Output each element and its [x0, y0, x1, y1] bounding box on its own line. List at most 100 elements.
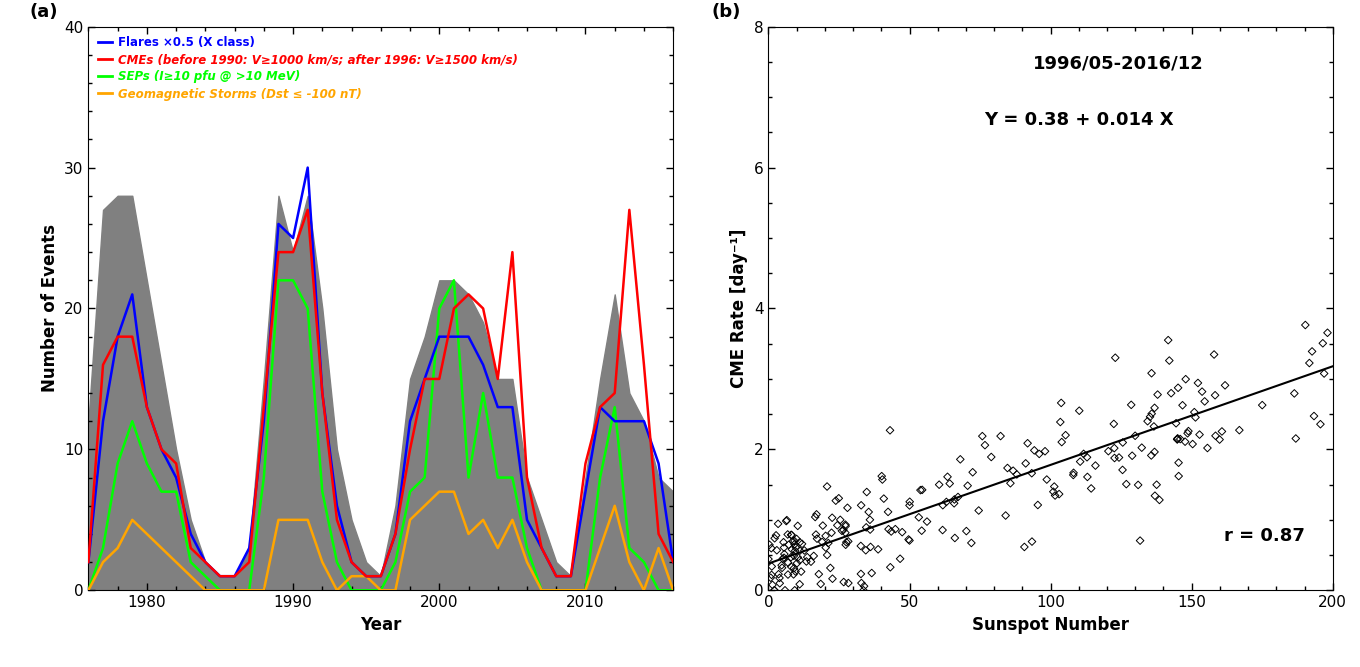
- Y-axis label: CME Rate [day⁻¹]: CME Rate [day⁻¹]: [730, 229, 748, 388]
- Point: [938, 478, 960, 489]
- Point: [759, 540, 781, 550]
- Text: (b): (b): [713, 3, 741, 21]
- Point: [1002, 466, 1024, 476]
- Point: [1013, 542, 1035, 552]
- Point: [781, 530, 802, 540]
- Point: [1228, 425, 1250, 436]
- Point: [1141, 450, 1163, 461]
- Point: [960, 538, 982, 548]
- Point: [760, 570, 782, 580]
- Point: [860, 524, 881, 535]
- Point: [1194, 396, 1216, 407]
- Point: [1141, 368, 1163, 379]
- Point: [793, 545, 815, 556]
- Point: [764, 533, 786, 544]
- Point: [1144, 402, 1166, 413]
- Point: [1129, 536, 1151, 546]
- Point: [775, 516, 797, 526]
- Point: [1112, 437, 1134, 448]
- Point: [1312, 338, 1334, 349]
- Point: [1284, 388, 1306, 399]
- Point: [816, 550, 838, 560]
- Point: [835, 520, 857, 530]
- Point: [1142, 421, 1164, 432]
- Point: [768, 578, 790, 588]
- Point: [1098, 446, 1119, 456]
- Point: [789, 579, 811, 590]
- Point: [936, 497, 957, 508]
- Point: [1167, 434, 1189, 445]
- Point: [767, 518, 789, 529]
- Point: [884, 524, 906, 534]
- Point: [1167, 433, 1189, 444]
- Point: [1137, 416, 1159, 426]
- Point: [1115, 479, 1137, 490]
- Point: [812, 537, 834, 548]
- Point: [777, 558, 798, 568]
- Point: [786, 534, 808, 544]
- Point: [1049, 489, 1070, 500]
- Point: [1111, 465, 1133, 476]
- Point: [838, 578, 860, 588]
- Point: [826, 496, 847, 506]
- Point: [804, 512, 826, 522]
- Point: [809, 579, 831, 590]
- Point: [1121, 400, 1142, 410]
- Point: [800, 556, 821, 567]
- Point: [1197, 443, 1219, 454]
- Point: [832, 577, 854, 588]
- Point: [817, 538, 839, 548]
- Point: [786, 558, 808, 568]
- Point: [763, 585, 785, 596]
- Point: [1069, 456, 1091, 467]
- Point: [850, 568, 872, 579]
- Point: [821, 512, 843, 523]
- Point: [1077, 472, 1099, 482]
- Point: [872, 474, 894, 485]
- Point: [917, 516, 938, 527]
- Point: [962, 467, 983, 478]
- X-axis label: Sunspot Number: Sunspot Number: [972, 616, 1129, 634]
- Point: [812, 520, 834, 531]
- Point: [781, 530, 802, 540]
- Point: [850, 500, 872, 511]
- Point: [783, 539, 805, 550]
- Point: [860, 542, 881, 552]
- Point: [1103, 443, 1125, 454]
- Point: [772, 552, 794, 563]
- Point: [1062, 470, 1084, 480]
- Point: [870, 471, 892, 482]
- Point: [1015, 458, 1036, 469]
- Point: [832, 525, 854, 536]
- Point: [974, 440, 996, 450]
- Point: [968, 505, 990, 516]
- Point: [1027, 500, 1049, 510]
- Point: [1204, 349, 1225, 360]
- Point: [997, 463, 1019, 474]
- Point: [782, 536, 804, 546]
- Point: [1104, 453, 1126, 464]
- Point: [1028, 449, 1050, 460]
- Point: [1132, 442, 1153, 453]
- Point: [1000, 478, 1021, 488]
- Point: [808, 569, 830, 580]
- Point: [1310, 419, 1331, 430]
- Point: [1210, 426, 1232, 437]
- Point: [1157, 335, 1179, 346]
- Text: r = 0.87: r = 0.87: [1224, 527, 1304, 545]
- Point: [790, 566, 812, 577]
- Point: [774, 585, 796, 596]
- Point: [911, 484, 933, 495]
- Point: [1185, 412, 1206, 423]
- Point: [789, 555, 811, 566]
- Point: [820, 562, 842, 573]
- Point: [880, 562, 902, 572]
- Point: [781, 544, 802, 555]
- Point: [1021, 536, 1043, 547]
- Point: [1204, 390, 1225, 401]
- Point: [816, 481, 838, 492]
- Point: [783, 569, 805, 580]
- Point: [1024, 445, 1046, 456]
- Point: [949, 454, 971, 465]
- Point: [1036, 474, 1058, 485]
